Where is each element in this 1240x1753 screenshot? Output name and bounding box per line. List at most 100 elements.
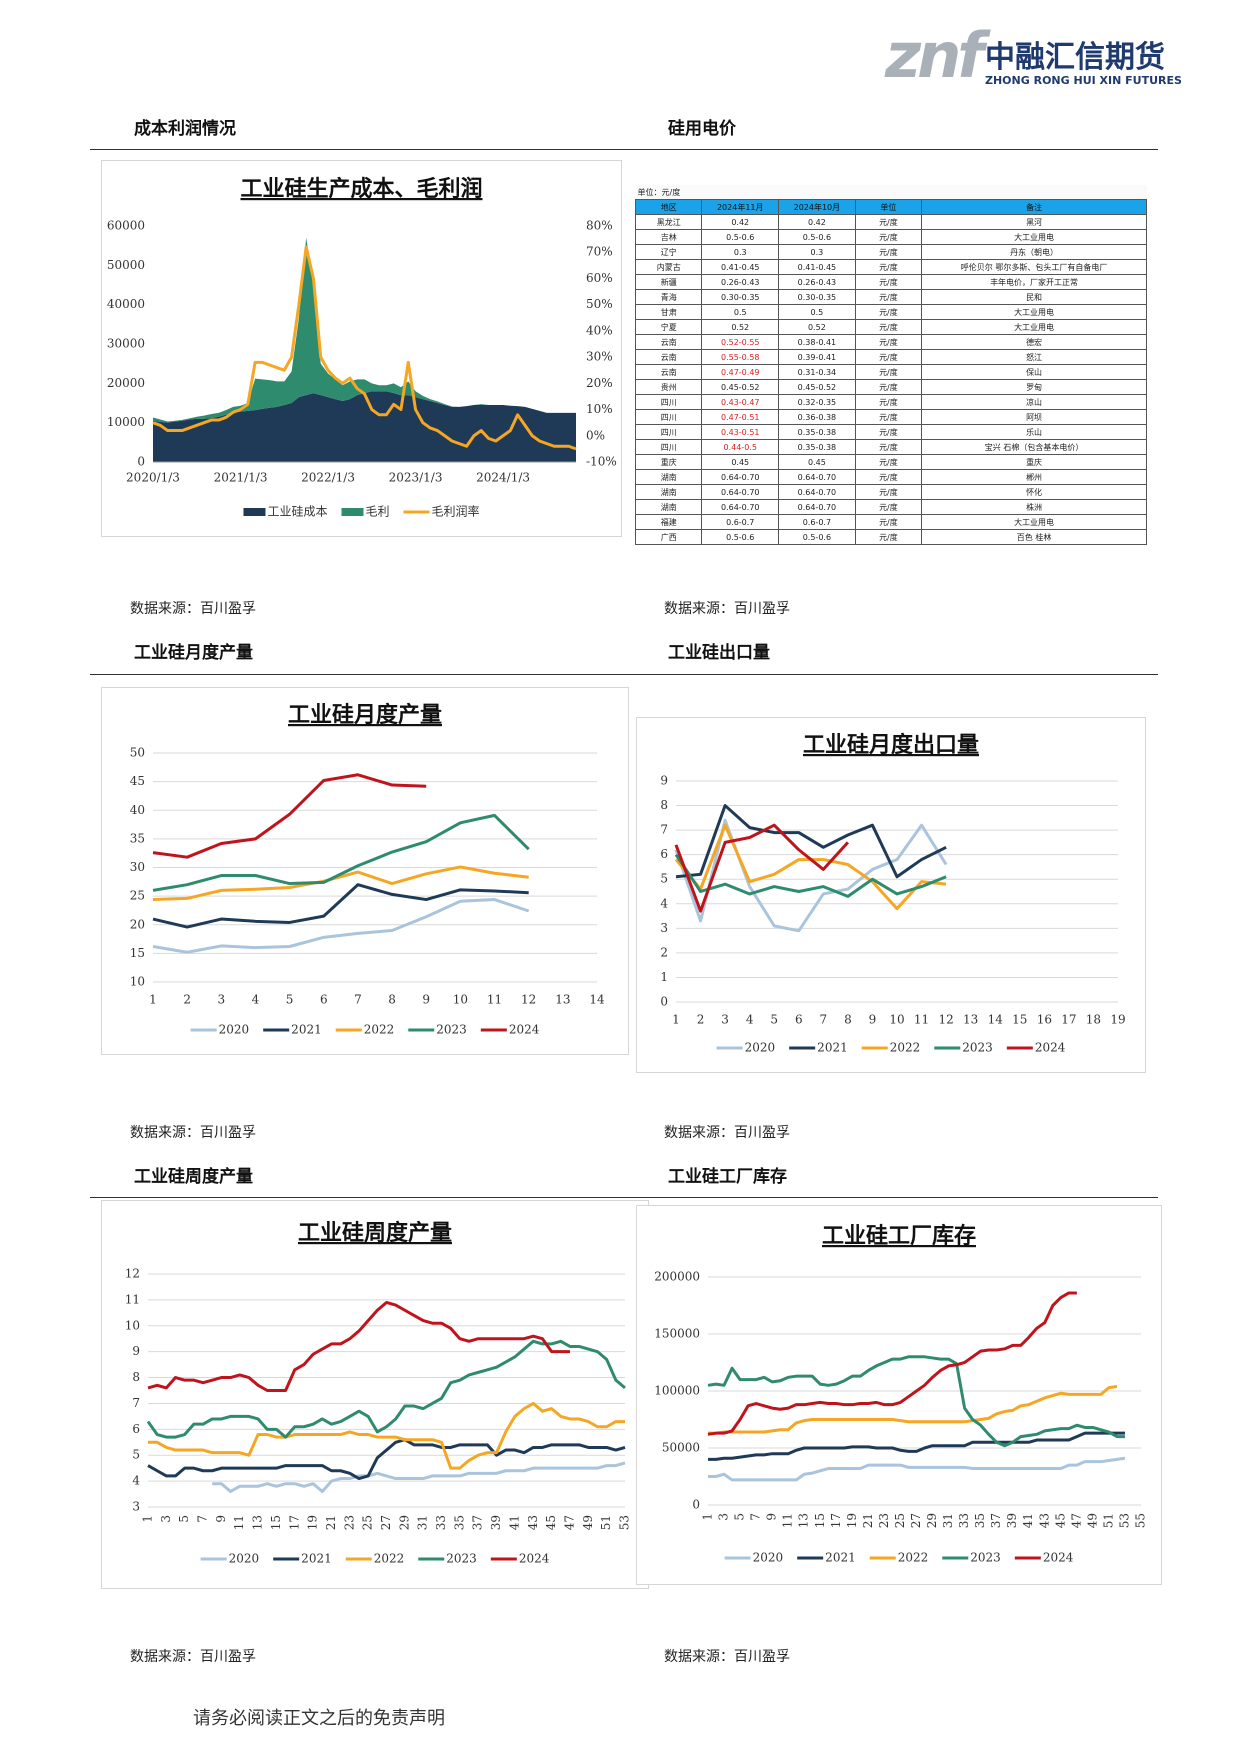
section-title: 硅用电价 xyxy=(668,119,736,139)
x-tick-label: 12 xyxy=(938,1013,953,1027)
legend: 2020 2021 2022 2023 2024 xyxy=(190,1023,540,1037)
x-tick-label: 33 xyxy=(957,1513,971,1528)
y-tick-label: 50000 xyxy=(662,1441,700,1455)
x-tick-label: 19 xyxy=(306,1515,320,1530)
x-tick-label: 35 xyxy=(973,1513,987,1528)
cell: 0.64-0.70 xyxy=(701,484,780,500)
x-tick-label: 1 xyxy=(672,1013,680,1027)
cell: 黑河 xyxy=(921,214,1147,230)
cell: 云南 xyxy=(635,364,703,380)
cell: 丹东（朝电） xyxy=(921,244,1147,260)
x-tick-label: 49 xyxy=(581,1515,595,1530)
line xyxy=(152,245,577,451)
x-tick-label: 45 xyxy=(544,1515,558,1530)
x-tick-label: 3 xyxy=(217,993,225,1007)
chart-box: 工业硅生产成本、毛利润 0 10000 20000 30000 40000 50000 600… xyxy=(101,160,622,537)
row: 四川 0.47-0.51 0.36-0.38 元/度 阿坝 xyxy=(635,409,1147,425)
chart-title: 工业硅月度出口量 xyxy=(803,732,979,758)
row: 四川 0.44-0.5 0.35-0.38 元/度 宝兴 石棉（包含基本电价） xyxy=(635,439,1147,455)
line xyxy=(674,818,948,933)
rule xyxy=(90,149,1158,150)
cell: 内蒙古 xyxy=(635,259,703,275)
x-tick-label: 14 xyxy=(988,1013,1004,1027)
y-tick-label: 10000 xyxy=(107,415,145,429)
legend-label: 2021 xyxy=(291,1023,322,1037)
cell: 0.35-0.38 xyxy=(778,439,856,455)
y-tick-label: 30 xyxy=(130,860,145,874)
cell: 四川 xyxy=(635,394,703,410)
x-tick-label: 7 xyxy=(196,1515,210,1523)
cell: 0.64-0.70 xyxy=(778,484,856,500)
x-tick-label: 23 xyxy=(342,1515,356,1530)
cell: 黑龙江 xyxy=(635,214,703,230)
legend-label: 2023 xyxy=(970,1551,1001,1565)
row: 四川 0.43-0.47 0.32-0.35 元/度 凉山 xyxy=(635,394,1147,410)
legend-label: 2024 xyxy=(1035,1041,1066,1055)
y-tick-label: 4 xyxy=(660,896,668,910)
y-tick-label: 9 xyxy=(132,1344,140,1358)
line xyxy=(675,804,947,879)
brand: 中融汇信期货 xyxy=(985,40,1165,75)
cell: 0.6-0.7 xyxy=(701,514,780,530)
y2-tick-label: 60% xyxy=(586,271,613,285)
y-tick-label: 20 xyxy=(130,917,145,931)
y-tick-label: 15 xyxy=(130,946,145,960)
y-tick-label: 6 xyxy=(660,847,668,861)
legend: 2020 2021 2022 2023 2024 xyxy=(200,1552,550,1566)
line xyxy=(152,883,529,929)
line xyxy=(152,898,530,954)
cell: 保山 xyxy=(921,364,1147,380)
cell: 湖南 xyxy=(635,484,703,500)
cell: 新疆 xyxy=(635,274,703,290)
source: 数据来源：百川盈孚 xyxy=(130,601,256,617)
cell: 元/度 xyxy=(854,274,923,290)
cell: 元/度 xyxy=(854,259,923,275)
source: 数据来源：百川盈孚 xyxy=(130,1125,256,1141)
line xyxy=(152,813,530,892)
cell: 宁夏 xyxy=(635,319,703,335)
legend-label: 毛利润率 xyxy=(432,504,480,519)
line xyxy=(707,1355,1125,1448)
y-tick-label: 5 xyxy=(132,1448,140,1462)
y-tick-label: 0 xyxy=(660,995,668,1009)
x-tick-label: 2023/1/3 xyxy=(389,471,443,485)
unit: 单位：元/度 xyxy=(635,185,1147,200)
y-tick-label: 200000 xyxy=(654,1270,700,1284)
cell: 怀化 xyxy=(921,484,1147,500)
line xyxy=(707,1291,1077,1436)
x-tick-label: 47 xyxy=(1069,1513,1083,1528)
cell: 0.47-0.49 xyxy=(701,364,780,380)
x-tick-label: 25 xyxy=(361,1515,375,1530)
x-tick-label: 3 xyxy=(721,1013,729,1027)
logo-mark: znf xyxy=(885,19,984,92)
cell: 0.44-0.5 xyxy=(701,439,780,455)
y-tick-label: 50 xyxy=(130,746,145,760)
cell: 元/度 xyxy=(854,469,923,485)
cell: 0.5 xyxy=(701,304,780,320)
x-tick-label: 11 xyxy=(914,1013,929,1027)
row: 辽宁 0.3 0.3 元/度 丹东（朝电） xyxy=(635,244,1147,260)
cell: 0.3 xyxy=(701,244,780,260)
legend-label: 2020 xyxy=(219,1023,250,1037)
x-tick-label: 19 xyxy=(845,1513,859,1528)
x-tick-label: 7 xyxy=(820,1013,828,1027)
x-tick-label: 15 xyxy=(269,1515,283,1530)
x-tick-label: 55 xyxy=(1134,1513,1148,1528)
x-tick-label: 9 xyxy=(869,1013,877,1027)
y-tick-label: 0 xyxy=(692,1498,700,1512)
row: 湖南 0.64-0.70 0.64-0.70 元/度 郴州 xyxy=(635,469,1147,485)
cell: 德宏 xyxy=(921,334,1147,350)
x-tick-label: 31 xyxy=(941,1513,955,1528)
row: 贵州 0.45-0.52 0.45-0.52 元/度 罗甸 xyxy=(635,379,1147,395)
cell: 怒江 xyxy=(921,349,1147,365)
x-tick-label: 2022/1/3 xyxy=(301,471,355,485)
cell: 0.52 xyxy=(701,319,780,335)
y-tick-label: 5 xyxy=(660,872,668,886)
y-tick-label: 150000 xyxy=(654,1327,700,1341)
line xyxy=(708,1431,1125,1461)
x-tick-label: 29 xyxy=(925,1513,939,1528)
legend-label: 2022 xyxy=(364,1023,395,1037)
cell: 0.39-0.41 xyxy=(778,349,856,365)
cell: 0.43-0.47 xyxy=(701,394,780,410)
